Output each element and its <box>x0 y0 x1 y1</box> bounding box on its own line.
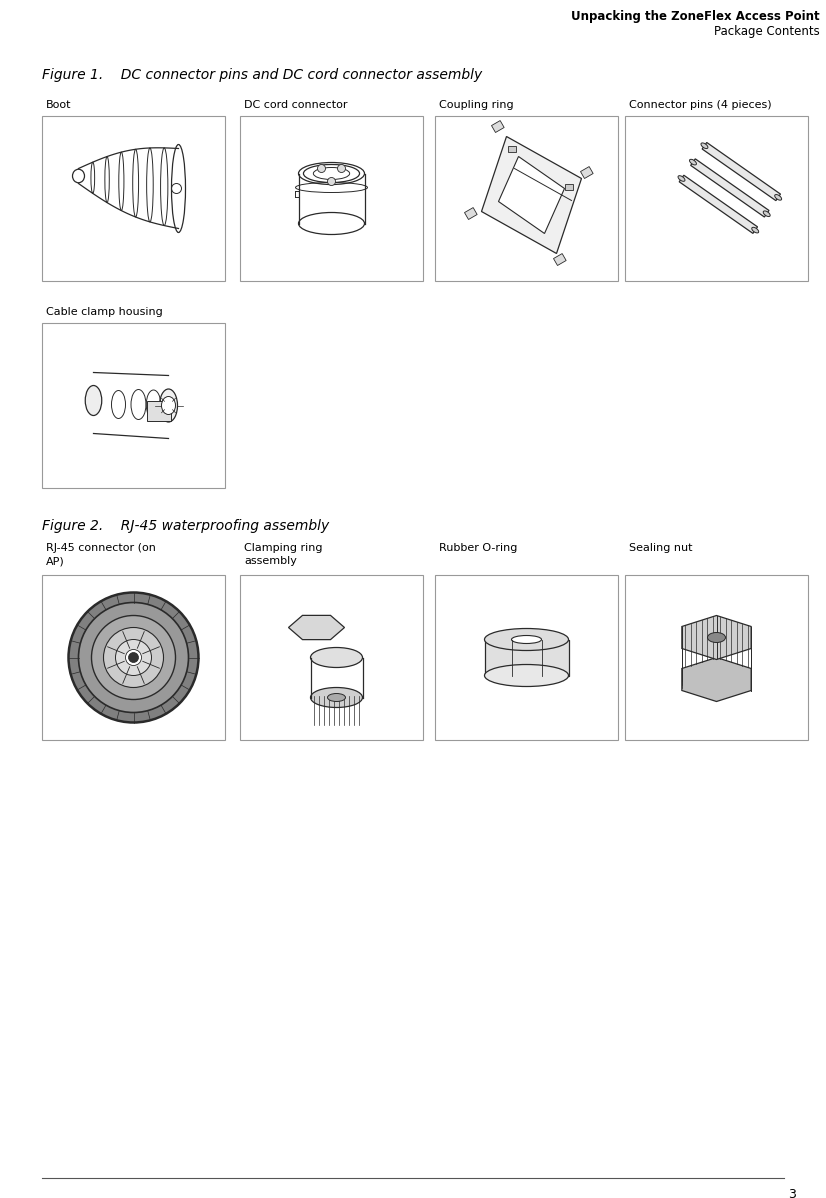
Ellipse shape <box>159 389 178 422</box>
Bar <box>491 121 504 133</box>
Polygon shape <box>681 616 751 660</box>
Bar <box>435 116 618 282</box>
Ellipse shape <box>511 635 542 643</box>
Polygon shape <box>691 159 769 217</box>
Circle shape <box>92 616 175 700</box>
Circle shape <box>69 593 198 722</box>
Bar <box>564 183 572 189</box>
Bar <box>240 116 423 282</box>
Text: Unpacking the ZoneFlex Access Point: Unpacking the ZoneFlex Access Point <box>572 10 820 23</box>
Bar <box>507 145 515 151</box>
Text: Cable clamp housing: Cable clamp housing <box>46 307 163 317</box>
Text: Package Contents: Package Contents <box>714 25 820 38</box>
Text: RJ-45 connector (on
AP): RJ-45 connector (on AP) <box>46 543 156 567</box>
Polygon shape <box>485 640 568 676</box>
Bar <box>553 254 566 266</box>
Bar <box>42 575 225 740</box>
Ellipse shape <box>775 194 781 200</box>
Circle shape <box>129 653 139 662</box>
Text: Coupling ring: Coupling ring <box>439 99 514 110</box>
Polygon shape <box>681 658 751 702</box>
Polygon shape <box>482 137 582 254</box>
Polygon shape <box>288 616 344 640</box>
Ellipse shape <box>690 159 696 165</box>
Ellipse shape <box>701 143 708 149</box>
Ellipse shape <box>678 176 685 181</box>
Ellipse shape <box>752 228 759 232</box>
Ellipse shape <box>327 694 345 702</box>
Ellipse shape <box>311 688 363 708</box>
Ellipse shape <box>298 163 364 184</box>
Polygon shape <box>679 175 757 234</box>
Bar <box>625 575 808 740</box>
Text: 3: 3 <box>788 1188 796 1198</box>
Bar <box>464 207 477 219</box>
Bar <box>240 575 423 740</box>
Text: DC cord connector: DC cord connector <box>244 99 348 110</box>
Ellipse shape <box>85 386 102 416</box>
Text: Rubber O-ring: Rubber O-ring <box>439 543 517 553</box>
Bar <box>581 167 593 179</box>
Polygon shape <box>702 143 781 200</box>
Bar <box>146 400 170 420</box>
Circle shape <box>338 164 345 173</box>
Text: Figure 2.    RJ-45 waterproofing assembly: Figure 2. RJ-45 waterproofing assembly <box>42 519 330 533</box>
Circle shape <box>103 628 164 688</box>
Text: Connector pins (4 pieces): Connector pins (4 pieces) <box>629 99 771 110</box>
Text: Figure 1.    DC connector pins and DC cord connector assembly: Figure 1. DC connector pins and DC cord … <box>42 68 482 81</box>
Circle shape <box>126 649 141 666</box>
Ellipse shape <box>311 647 363 667</box>
Ellipse shape <box>298 212 364 235</box>
Bar <box>42 323 225 488</box>
Polygon shape <box>499 157 564 234</box>
Circle shape <box>327 177 335 186</box>
Circle shape <box>116 640 151 676</box>
Ellipse shape <box>763 211 770 217</box>
Circle shape <box>317 164 325 173</box>
Circle shape <box>78 603 188 713</box>
Ellipse shape <box>708 633 725 642</box>
Bar <box>625 116 808 282</box>
Text: Clamping ring
assembly: Clamping ring assembly <box>244 543 322 567</box>
Ellipse shape <box>485 665 568 686</box>
Ellipse shape <box>485 629 568 651</box>
Text: Boot: Boot <box>46 99 72 110</box>
Bar <box>42 116 225 282</box>
Bar <box>435 575 618 740</box>
Ellipse shape <box>162 397 175 415</box>
Text: Sealing nut: Sealing nut <box>629 543 692 553</box>
